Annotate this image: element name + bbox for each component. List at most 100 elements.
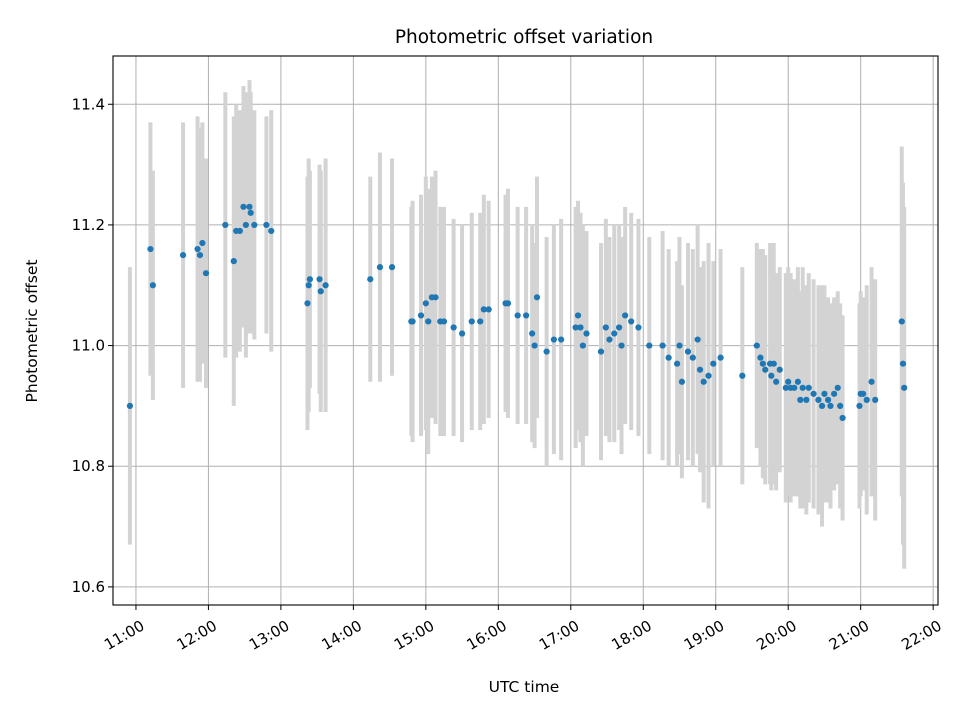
data-point [597,348,605,355]
data-point [785,378,792,385]
data-point [268,227,275,235]
data-point [622,312,629,319]
data-point [425,318,432,325]
data-point [558,336,565,343]
data-point [417,312,425,319]
data-point [485,306,492,313]
data-point [376,264,384,271]
data-point [776,366,783,373]
data-point [306,276,313,283]
data-point [810,390,817,397]
data-point [818,402,826,410]
data-point [579,342,586,349]
data-point [868,378,875,385]
data-point [543,348,550,355]
data-point [246,203,253,210]
data-point [827,402,834,410]
y-tick-label: 11.2 [72,216,105,234]
data-point [710,360,717,367]
data-point [678,378,686,385]
data-point [782,384,789,391]
data-point [514,312,521,319]
data-point [689,354,696,361]
data-point [577,324,584,331]
data-point [583,330,590,337]
data-point [831,390,838,397]
chart-title: Photometric offset variation [395,27,653,48]
data-point [126,402,134,410]
data-point [550,336,557,343]
data-point [450,324,457,331]
data-point [739,372,746,379]
plot-frame [112,55,939,606]
data-point [665,354,672,361]
data-point [196,251,204,259]
data-point [834,384,841,391]
data-point [821,390,828,397]
y-tick-label: 11.0 [72,337,105,355]
data-point [149,282,156,289]
data-point [757,354,764,361]
data-point [815,396,822,403]
data-point [222,221,229,229]
data-point [635,324,642,331]
data-point [305,282,312,289]
data-point [194,245,201,253]
x-axis-label: UTC time [489,678,560,696]
data-point [247,209,254,216]
data-point [533,294,541,301]
data-point [805,384,812,391]
data-point [240,203,247,210]
data-point [659,342,666,349]
data-point [572,324,579,331]
data-point [230,258,237,265]
data-point [523,312,530,319]
data-point [531,342,538,349]
data-point [202,270,210,277]
data-point [316,276,323,283]
data-point [794,378,801,385]
data-point [322,282,329,289]
data-point [791,384,798,391]
data-point [263,221,270,229]
data-point [422,300,429,307]
data-point [367,276,374,283]
data-point [646,342,653,349]
data-point [602,324,609,331]
data-point [773,378,780,385]
data-point [705,372,712,379]
data-point [304,300,311,307]
data-point [477,318,484,325]
data-point [199,239,206,247]
data-point [717,354,724,361]
data-point [768,372,775,379]
data-point [797,396,804,403]
data-point [251,221,258,229]
data-point [179,251,187,259]
data-point [901,384,908,391]
y-axis-ticks: 10.6 10.8 11.0 11.2 11.4 [72,95,113,596]
data-point [700,378,707,385]
data-point [803,396,810,403]
y-tick-label: 10.8 [72,457,105,475]
y-axis-label: Photometric offset [23,260,41,403]
data-point [611,330,618,337]
data-point [440,318,448,325]
data-point [147,245,154,253]
data-point [863,396,870,403]
data-points [126,203,908,422]
data-point [762,366,769,373]
data-point [824,396,832,403]
data-point [759,360,766,367]
data-point [409,318,416,325]
data-point [676,342,683,349]
data-point [574,312,582,319]
data-point [317,288,324,295]
data-point [673,360,681,367]
data-point [616,324,623,331]
data-point [753,342,760,349]
data-point [628,318,635,325]
data-point [504,300,512,307]
data-point [837,402,844,410]
